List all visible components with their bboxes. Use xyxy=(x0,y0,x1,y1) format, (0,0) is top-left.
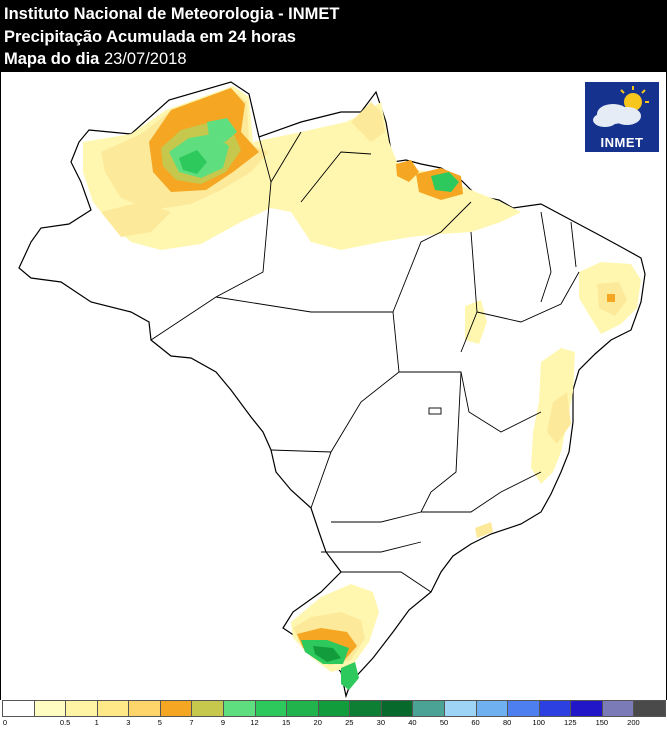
legend-swatch xyxy=(633,700,666,717)
green-region-para-coast xyxy=(431,172,459,192)
legend-swatch xyxy=(380,700,414,717)
legend-swatch xyxy=(538,700,572,717)
legend-swatch xyxy=(475,700,509,717)
map-area: INMET xyxy=(0,72,667,700)
map-header: Instituto Nacional de Meteorologia - INM… xyxy=(0,0,667,72)
light-green-region-roraima-east xyxy=(207,118,237,142)
green-region-rs-coast xyxy=(341,662,359,690)
legend-tick-label: 0 xyxy=(2,718,8,727)
green-region-roraima xyxy=(179,150,207,174)
legend-tick-label: 60 xyxy=(471,718,480,727)
legend-swatch xyxy=(65,700,98,717)
legend-tick-label: 5 xyxy=(157,718,162,727)
legend-swatch xyxy=(570,700,603,717)
legend-tick-label: 125 xyxy=(564,718,577,727)
legend-tick-label: 80 xyxy=(502,718,512,727)
pale-yellow-region-goias xyxy=(465,300,487,344)
state-borders xyxy=(150,131,580,593)
precipitation-legend: 0 0.5 1 3 5 7 9 12 15 20 25 30 40 50 60 80 100 125 150 200 xyxy=(0,700,667,730)
light-yellow-region-amapa xyxy=(351,102,385,142)
legend-swatch xyxy=(191,700,224,717)
orange-spot-pernambuco xyxy=(607,294,615,302)
legend-swatch xyxy=(444,700,477,717)
legend-tick-label: 50 xyxy=(439,718,449,727)
dark-green-region-rs xyxy=(313,646,341,662)
precipitation-north xyxy=(83,86,521,250)
map-date: 23/07/2018 xyxy=(103,50,187,68)
legend-tick-label: 150 xyxy=(595,718,609,727)
legend-swatch xyxy=(507,700,540,717)
legend-swatch xyxy=(349,700,382,717)
light-yellow-region-amazonas xyxy=(101,202,171,237)
legend-swatch xyxy=(159,700,193,717)
brazil-map xyxy=(18,81,646,699)
sun-cloud-icon xyxy=(593,86,649,127)
legend-swatch xyxy=(96,700,130,717)
legend-tick-label: 0.5 xyxy=(59,718,71,727)
legend-tick-label: 12 xyxy=(250,718,259,727)
legend-swatch xyxy=(412,700,445,717)
inmet-logo: INMET xyxy=(585,82,659,152)
institute-title: Instituto Nacional de Meteorologia - INM… xyxy=(4,5,340,23)
legend-tick-label: 1 xyxy=(94,718,99,727)
legend-swatch xyxy=(2,700,35,717)
inmet-logo-text: INMET xyxy=(600,135,644,150)
legend-tick-label: 3 xyxy=(126,718,131,727)
legend-tick-label: 200 xyxy=(627,718,640,727)
legend-swatch xyxy=(33,700,67,717)
light-yellow-region-bahia-south xyxy=(547,392,571,444)
legend-tick-label: 25 xyxy=(345,718,354,727)
legend-tick-label: 7 xyxy=(189,718,194,727)
legend-tick-label: 30 xyxy=(376,718,386,727)
map-date-prefix: Mapa do dia xyxy=(4,50,100,68)
light-yellow-region-parana-coast xyxy=(475,522,493,538)
legend-tick-label: 100 xyxy=(532,718,545,727)
map-subtitle: Precipitação Acumulada em 24 horas xyxy=(4,28,296,46)
legend-swatch xyxy=(317,700,351,717)
legend-swatch xyxy=(254,700,288,717)
precipitation-south xyxy=(291,584,379,690)
legend-swatch xyxy=(128,700,161,717)
legend-tick-label: 9 xyxy=(220,718,226,727)
legend-swatch xyxy=(601,700,635,717)
legend-swatch xyxy=(223,700,256,717)
precipitation-east xyxy=(465,262,641,538)
legend-tick-label: 40 xyxy=(408,718,417,727)
orange-region-marajo xyxy=(396,160,419,182)
map-date-line: Mapa do dia 23/07/2018 xyxy=(4,49,187,69)
legend-tick-label: 20 xyxy=(313,718,322,727)
legend-tick-label: 15 xyxy=(281,718,291,727)
legend-swatch xyxy=(286,700,319,717)
